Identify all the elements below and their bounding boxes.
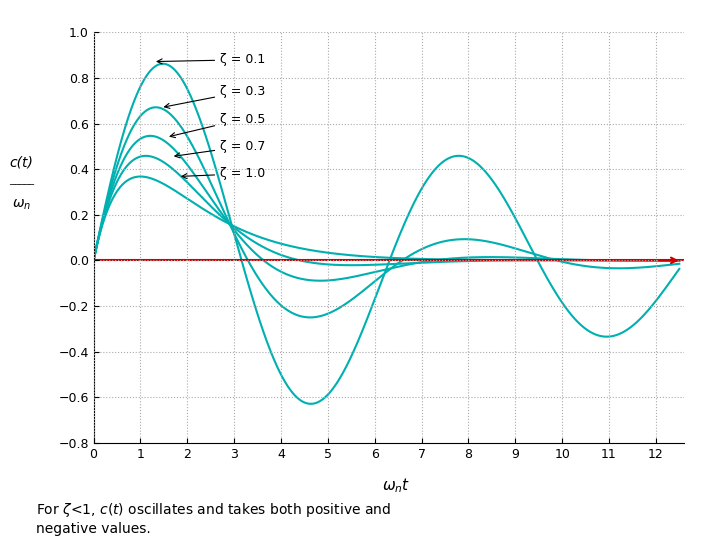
Text: ζ = 0.1: ζ = 0.1	[157, 53, 266, 66]
Text: ─────: ─────	[9, 179, 34, 188]
Text: For $\it{\zeta}$<1, $\it{c(t)}$ oscillates and takes both positive and
negative : For $\it{\zeta}$<1, $\it{c(t)}$ oscillat…	[36, 501, 391, 536]
Text: ζ = 0.3: ζ = 0.3	[165, 85, 266, 109]
Text: c(t): c(t)	[9, 155, 34, 169]
Text: ζ = 0.7: ζ = 0.7	[175, 140, 266, 158]
Text: ζ = 1.0: ζ = 1.0	[182, 167, 266, 180]
Text: ζ = 0.5: ζ = 0.5	[170, 112, 266, 138]
Text: $\omega_n$: $\omega_n$	[12, 198, 31, 212]
Text: $\omega_n t$: $\omega_n t$	[382, 477, 410, 495]
